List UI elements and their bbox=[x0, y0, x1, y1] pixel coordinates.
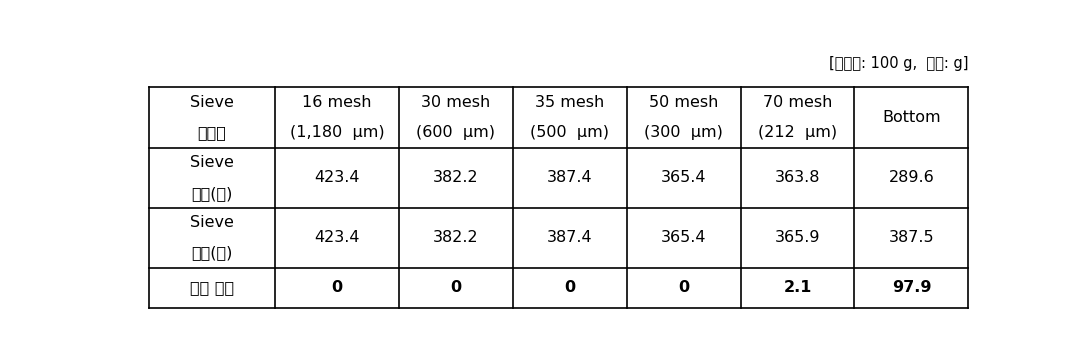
Text: 97.9: 97.9 bbox=[892, 280, 931, 295]
Text: 2.1: 2.1 bbox=[783, 280, 811, 295]
Text: Sieve: Sieve bbox=[190, 155, 234, 170]
Text: 무게(전): 무게(전) bbox=[191, 186, 233, 201]
Text: 387.4: 387.4 bbox=[547, 230, 593, 245]
Text: 289.6: 289.6 bbox=[889, 171, 935, 186]
Text: 16 mesh: 16 mesh bbox=[302, 95, 371, 110]
Text: 50 mesh: 50 mesh bbox=[649, 95, 719, 110]
Text: (212  μm): (212 μm) bbox=[758, 125, 838, 140]
Text: Bottom: Bottom bbox=[882, 110, 941, 125]
Text: (1,180  μm): (1,180 μm) bbox=[289, 125, 384, 140]
Text: 0: 0 bbox=[450, 280, 461, 295]
Text: (500  μm): (500 μm) bbox=[531, 125, 609, 140]
Text: (600  μm): (600 μm) bbox=[416, 125, 496, 140]
Text: Sieve: Sieve bbox=[190, 95, 234, 110]
Text: 30 mesh: 30 mesh bbox=[422, 95, 490, 110]
Text: 387.4: 387.4 bbox=[547, 171, 593, 186]
Text: 0: 0 bbox=[565, 280, 575, 295]
Text: 0: 0 bbox=[331, 280, 343, 295]
Text: 382.2: 382.2 bbox=[432, 171, 478, 186]
Text: 382.2: 382.2 bbox=[432, 230, 478, 245]
Text: 무게(후): 무게(후) bbox=[191, 245, 233, 260]
Text: 365.4: 365.4 bbox=[661, 171, 707, 186]
Text: 제품 무게: 제품 무게 bbox=[190, 280, 234, 295]
Text: 365.4: 365.4 bbox=[661, 230, 707, 245]
Text: 사이즈: 사이즈 bbox=[198, 125, 226, 140]
Text: 423.4: 423.4 bbox=[314, 230, 359, 245]
Text: 423.4: 423.4 bbox=[314, 171, 359, 186]
Text: 0: 0 bbox=[678, 280, 689, 295]
Text: 363.8: 363.8 bbox=[775, 171, 820, 186]
Text: 365.9: 365.9 bbox=[775, 230, 820, 245]
Text: 70 mesh: 70 mesh bbox=[763, 95, 832, 110]
Text: (300  μm): (300 μm) bbox=[644, 125, 723, 140]
Text: [샘플양: 100 g,  단위: g]: [샘플양: 100 g, 단위: g] bbox=[829, 56, 969, 71]
Text: 387.5: 387.5 bbox=[889, 230, 935, 245]
Text: 35 mesh: 35 mesh bbox=[535, 95, 604, 110]
Text: Sieve: Sieve bbox=[190, 215, 234, 230]
